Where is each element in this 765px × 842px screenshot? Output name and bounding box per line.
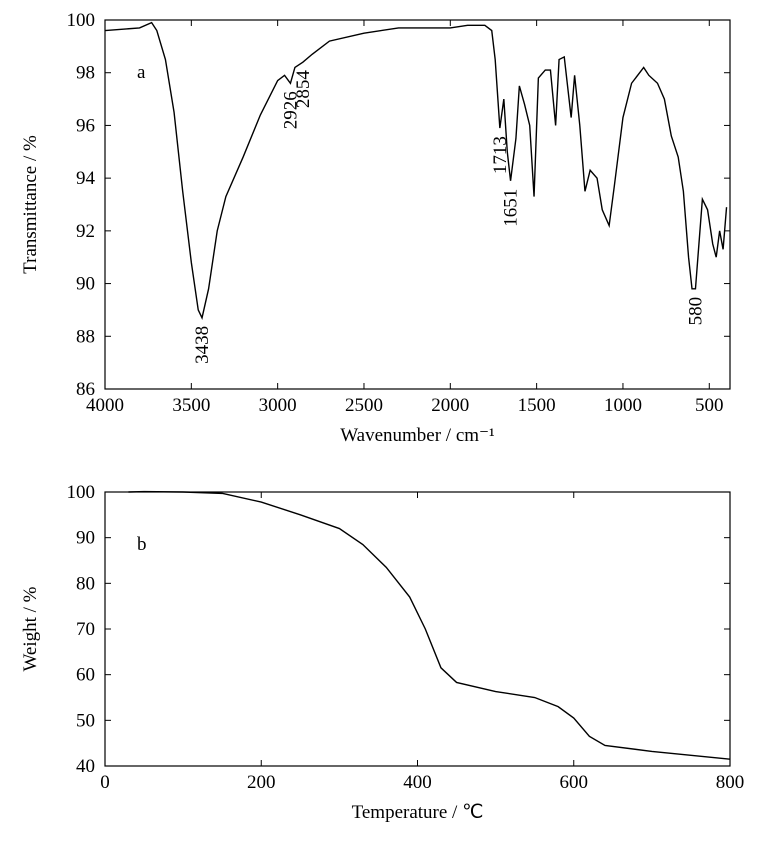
- peak-annotation: 1713: [490, 136, 511, 174]
- y-tick-label: 90: [76, 274, 95, 295]
- y-tick-label: 96: [76, 115, 95, 136]
- plot-frame: [104, 19, 731, 390]
- y-tick-label: 60: [76, 665, 95, 686]
- x-axis-label: Temperature / ℃: [352, 802, 484, 823]
- peak-annotation: 2926: [280, 91, 301, 129]
- x-tick-label: 1500: [518, 395, 556, 416]
- y-tick-label: 92: [76, 221, 95, 242]
- y-tick-label: 100: [67, 10, 96, 31]
- x-tick-label: 400: [403, 772, 432, 793]
- x-tick-label: 2500: [345, 395, 383, 416]
- x-tick-label: 600: [560, 772, 589, 793]
- y-tick-label: 50: [76, 710, 95, 731]
- y-tick-label: 98: [76, 63, 95, 84]
- peak-annotation: 3438: [192, 326, 213, 364]
- peak-annotation: 1651: [501, 189, 522, 227]
- y-axis-label: Weight / %: [20, 586, 41, 671]
- peak-annotation: 2854: [293, 70, 314, 109]
- x-tick-label: 500: [695, 395, 724, 416]
- y-axis-label: Transmittance / %: [20, 135, 41, 274]
- y-tick-label: 70: [76, 619, 95, 640]
- y-tick-label: 86: [76, 379, 95, 400]
- y-tick-label: 100: [67, 482, 96, 503]
- x-tick-label: 2000: [431, 395, 469, 416]
- y-tick-label: 80: [76, 573, 95, 594]
- y-tick-label: 94: [76, 168, 96, 189]
- x-tick-label: 200: [247, 772, 276, 793]
- x-tick-label: 1000: [604, 395, 642, 416]
- data-line: [104, 21, 728, 320]
- x-tick-label: 3500: [172, 395, 210, 416]
- peak-annotation: 580: [685, 297, 706, 326]
- y-tick-label: 90: [76, 528, 95, 549]
- x-tick-label: 0: [100, 772, 110, 793]
- data-line: [128, 490, 731, 760]
- y-tick-label: 40: [76, 756, 95, 777]
- panel-label: a: [137, 62, 146, 83]
- x-tick-label: 800: [716, 772, 745, 793]
- x-tick-label: 4000: [86, 395, 124, 416]
- x-tick-label: 3000: [259, 395, 297, 416]
- plot-frame: [104, 491, 731, 767]
- x-axis-label: Wavenumber / cm⁻¹: [340, 425, 495, 446]
- y-tick-label: 88: [76, 326, 95, 347]
- panel-label: b: [137, 534, 147, 555]
